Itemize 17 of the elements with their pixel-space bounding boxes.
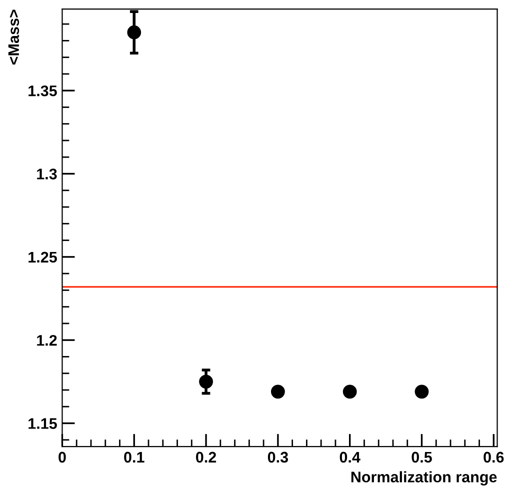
x-tick-label: 0.3 bbox=[268, 452, 288, 463]
y-tick-label: 1.35 bbox=[28, 85, 57, 96]
x-tick-label: 0.6 bbox=[484, 452, 504, 463]
point bbox=[342, 384, 357, 399]
x-tick-label: 0.4 bbox=[340, 452, 360, 463]
y-axis-title: <Mass> bbox=[8, 10, 20, 64]
x-tick-label: 0.5 bbox=[412, 452, 432, 463]
point bbox=[270, 384, 285, 399]
x-tick-label: 0.2 bbox=[196, 452, 216, 463]
y-tick-label: 1.3 bbox=[37, 168, 57, 180]
x-tick-label: 0 bbox=[58, 452, 66, 463]
x-tick-label: 0.1 bbox=[124, 452, 144, 463]
y-tick-label: 1.2 bbox=[37, 334, 57, 346]
y-tick-label: 1.15 bbox=[28, 418, 57, 429]
point bbox=[414, 384, 429, 399]
x-axis-title: Normalization range bbox=[351, 471, 497, 486]
y-tick-label: 1.25 bbox=[28, 252, 57, 263]
